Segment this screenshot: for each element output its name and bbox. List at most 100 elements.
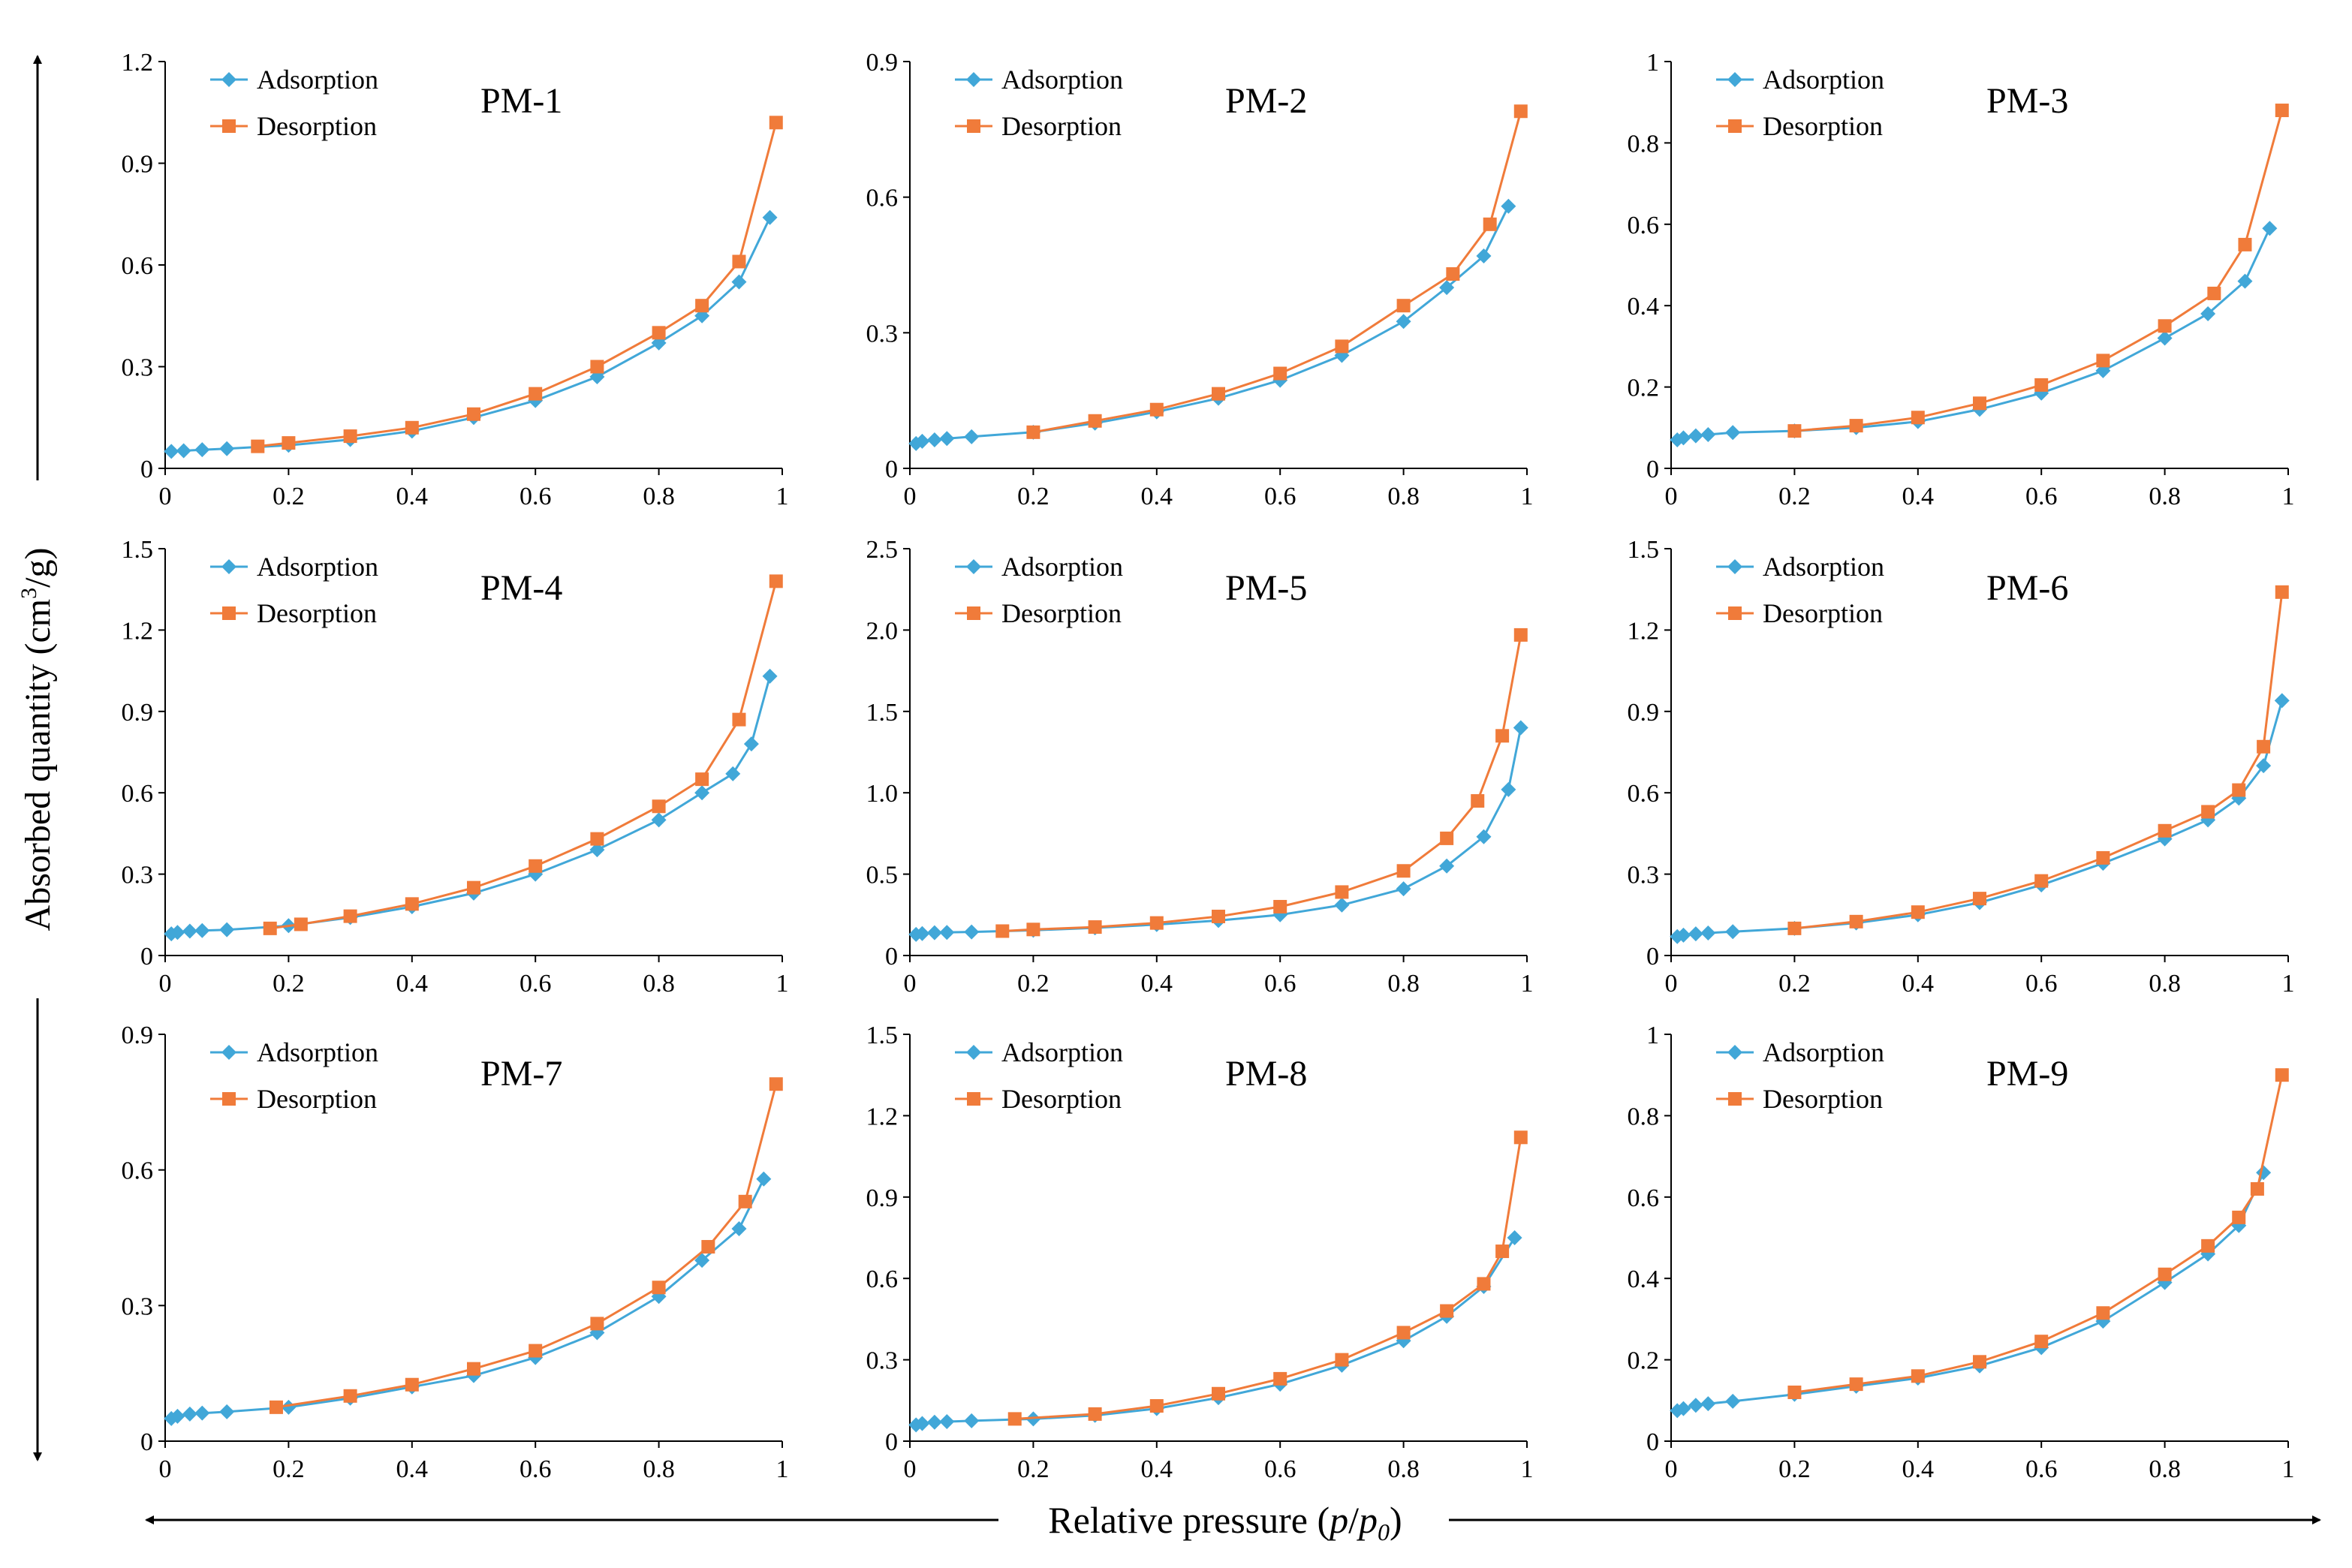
x-tick-label: 0.4 (396, 483, 429, 510)
panel-pm-4: 0 0.3 0.6 0.9 1.2 1.5 0 0.2 0.4 0.6 0.8 1 Adsorption… (122, 536, 789, 998)
desorption-point (467, 407, 480, 421)
x-tick-label: 1 (1521, 970, 1534, 998)
desorption-point (652, 1281, 666, 1295)
y-tick-label: 0.9 (122, 699, 154, 727)
desorption-point (1973, 1355, 1986, 1369)
x-tick-label: 0.6 (1264, 483, 1296, 510)
x-tick-label: 0 (159, 970, 172, 998)
adsorption-line (915, 206, 1510, 445)
legend-desorption-marker (967, 1092, 980, 1106)
panel-title: PM-8 (1225, 1054, 1307, 1094)
desorption-point (343, 909, 357, 923)
y-tick-label: 0.6 (866, 1266, 899, 1293)
x-tick-label: 0.8 (2149, 970, 2181, 998)
x-tick-label: 0.2 (273, 483, 305, 510)
desorption-point (2257, 739, 2271, 754)
desorption-point (1026, 922, 1040, 937)
desorption-point (2250, 1181, 2264, 1196)
y-tick-label: 0.2 (1628, 375, 1660, 402)
x-tick-label: 0.8 (643, 483, 675, 510)
panel-title: PM-4 (480, 568, 562, 608)
adsorption-point (1507, 1230, 1522, 1245)
desorption-point (2201, 805, 2215, 819)
x-tick-label: 0.2 (1017, 483, 1050, 510)
adsorption-point (2237, 273, 2253, 289)
adsorption-point (1476, 248, 1492, 263)
x-tick-label: 0 (904, 970, 917, 998)
panel-title: PM-7 (480, 1054, 562, 1094)
desorption-line (276, 1083, 778, 1409)
x-tick-label: 0.4 (1141, 483, 1173, 510)
desorption-point (1212, 909, 1225, 923)
x-tick-label: 0 (159, 1455, 172, 1483)
legend-desorption-marker (967, 606, 980, 620)
desorption-point (1088, 414, 1102, 428)
adsorption-point (1501, 198, 1516, 214)
adsorption-point (194, 442, 210, 458)
desorption-line (257, 122, 778, 448)
desorption-point (2275, 1068, 2289, 1082)
desorption-point (1149, 916, 1164, 930)
desorption-point (590, 360, 604, 374)
y-tick-label: 0.6 (1628, 780, 1660, 808)
y-tick-label: 0.9 (866, 49, 899, 77)
legend-desorption-label: Desorption (1001, 111, 1122, 141)
adsorption-point (1513, 720, 1528, 736)
adsorption-point (589, 842, 605, 858)
x-tick-label: 1 (2282, 1455, 2295, 1483)
desorption-point (1446, 267, 1460, 281)
desorption-point (1513, 104, 1528, 119)
adsorption-point (1476, 829, 1492, 844)
desorption-point (1396, 1326, 1411, 1340)
adsorption-point (281, 1399, 297, 1415)
x-tick-label: 0 (1665, 1455, 1678, 1483)
y-tick-label: 0.2 (1628, 1347, 1660, 1375)
adsorption-point (2256, 1165, 2272, 1181)
desorption-point (263, 921, 277, 935)
adsorption-point (170, 1408, 185, 1424)
adsorption-point (1725, 1393, 1741, 1409)
adsorption-point (939, 925, 955, 940)
desorption-point (738, 1194, 752, 1208)
x-tick-label: 0.4 (1141, 1455, 1173, 1483)
y-tick-label: 0.8 (1628, 1103, 1660, 1130)
desorption-point (251, 439, 265, 453)
legend-desorption-label: Desorption (1001, 1084, 1122, 1114)
desorption-point (732, 254, 746, 269)
y-tick-label: 2.0 (866, 617, 899, 645)
desorption-point (2096, 850, 2110, 865)
legend-desorption-label: Desorption (257, 598, 377, 628)
adsorption-point (1725, 425, 1741, 441)
y-tick-label: 1 (1646, 49, 1659, 77)
desorption-point (1787, 424, 1802, 438)
desorption-point (1212, 387, 1225, 401)
adsorption-line (1676, 1172, 2265, 1412)
desorption-point (1911, 905, 1925, 919)
y-tick-label: 1.2 (866, 1103, 899, 1130)
desorption-point (282, 436, 296, 450)
desorption-point (1911, 1369, 1925, 1383)
y-tick-label: 0 (1646, 456, 1659, 483)
adsorption-point (1700, 427, 1716, 443)
adsorption-point (694, 1253, 710, 1269)
desorption-point (1396, 299, 1411, 313)
desorption-point (2096, 354, 2110, 368)
legend-desorption-marker (1728, 1092, 1742, 1106)
panel-pm-7: 0 0.3 0.6 0.9 0 0.2 0.4 0.6 0.8 1 Adsorption Desorp… (122, 1022, 789, 1483)
desorption-point (769, 1077, 783, 1091)
y-tick-label: 0.9 (122, 151, 154, 179)
desorption-point (590, 832, 604, 846)
desorption-point (2034, 1335, 2049, 1349)
desorption-point (2034, 874, 2049, 888)
legend-adsorption-marker (966, 72, 981, 87)
legend-adsorption-label: Adsorption (1763, 552, 1884, 582)
desorption-point (1273, 899, 1287, 913)
x-tick-label: 0 (1665, 483, 1678, 510)
x-tick-label: 0 (904, 483, 917, 510)
y-tick-label: 0.5 (866, 862, 899, 889)
y-tick-label: 1.5 (1628, 536, 1660, 564)
x-tick-label: 0.4 (1141, 970, 1173, 998)
x-tick-label: 0.6 (2025, 1455, 2058, 1483)
desorption-point (343, 1389, 357, 1403)
legend-adsorption-label: Adsorption (1763, 1037, 1884, 1067)
